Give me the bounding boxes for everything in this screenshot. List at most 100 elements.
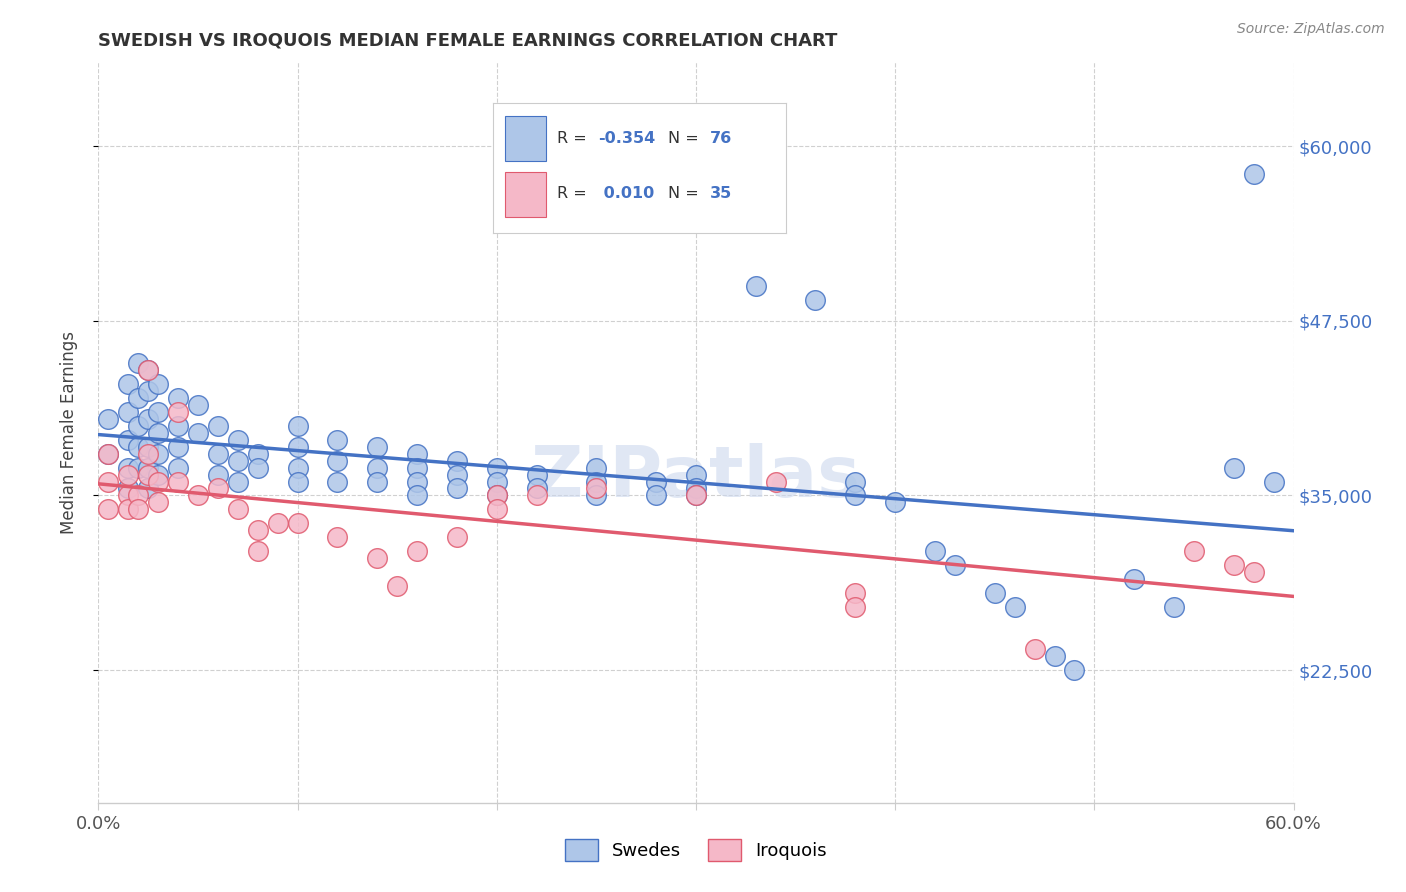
Point [127, 418, 149, 433]
Point [844, 600, 866, 615]
Point [127, 356, 149, 370]
Point [585, 475, 607, 489]
Point [1063, 663, 1085, 677]
Point [287, 475, 309, 489]
Text: SWEDISH VS IROQUOIS MEDIAN FEMALE EARNINGS CORRELATION CHART: SWEDISH VS IROQUOIS MEDIAN FEMALE EARNIN… [98, 32, 838, 50]
Point [1182, 544, 1205, 558]
Text: ZIPatlas: ZIPatlas [531, 442, 860, 511]
Point [1243, 167, 1265, 181]
Point [187, 425, 209, 440]
Point [167, 418, 190, 433]
Point [924, 544, 946, 558]
Point [765, 475, 787, 489]
Point [117, 460, 139, 475]
Point [745, 279, 768, 293]
Point [645, 488, 668, 502]
Point [446, 482, 468, 496]
Point [117, 488, 139, 502]
Point [406, 460, 429, 475]
Point [326, 433, 349, 447]
Point [246, 460, 269, 475]
Point [207, 482, 229, 496]
Y-axis label: Median Female Earnings: Median Female Earnings [59, 331, 77, 534]
Point [1004, 600, 1026, 615]
Point [326, 453, 349, 467]
Point [287, 460, 309, 475]
Point [326, 475, 349, 489]
Point [207, 446, 229, 460]
Point [127, 488, 149, 502]
Point [127, 460, 149, 475]
Point [246, 524, 269, 538]
Point [246, 446, 269, 460]
Point [844, 475, 866, 489]
Point [136, 467, 159, 482]
Point [526, 467, 548, 482]
Point [326, 530, 349, 544]
Point [685, 488, 707, 502]
Point [148, 425, 170, 440]
Point [136, 446, 159, 460]
Point [1123, 572, 1146, 586]
Point [136, 363, 159, 377]
Point [685, 467, 707, 482]
Point [127, 391, 149, 405]
Point [1163, 600, 1185, 615]
Point [585, 460, 607, 475]
Point [1243, 566, 1265, 580]
Point [406, 544, 429, 558]
Point [117, 433, 139, 447]
Point [943, 558, 966, 573]
Point [685, 488, 707, 502]
Point [97, 502, 120, 516]
Point [526, 488, 548, 502]
Point [366, 551, 388, 566]
Point [526, 482, 548, 496]
Point [366, 440, 388, 454]
Point [446, 453, 468, 467]
Point [485, 460, 508, 475]
Point [226, 475, 249, 489]
Point [366, 475, 388, 489]
Point [446, 467, 468, 482]
Point [117, 482, 139, 496]
Point [406, 488, 429, 502]
Point [1223, 460, 1246, 475]
Point [148, 446, 170, 460]
Point [485, 502, 508, 516]
Point [1263, 475, 1285, 489]
Point [148, 495, 170, 509]
Point [97, 446, 120, 460]
Point [485, 475, 508, 489]
Point [226, 433, 249, 447]
Point [366, 460, 388, 475]
Point [207, 467, 229, 482]
Point [267, 516, 290, 531]
Point [136, 411, 159, 425]
Point [1223, 558, 1246, 573]
Point [127, 502, 149, 516]
Point [844, 488, 866, 502]
Point [127, 440, 149, 454]
Point [1043, 649, 1066, 664]
Point [167, 391, 190, 405]
Point [148, 376, 170, 391]
Point [167, 460, 190, 475]
Point [207, 418, 229, 433]
Point [984, 586, 1007, 600]
Point [585, 488, 607, 502]
Point [97, 475, 120, 489]
Point [117, 405, 139, 419]
Point [97, 446, 120, 460]
Point [187, 398, 209, 412]
Point [645, 475, 668, 489]
Point [485, 488, 508, 502]
Point [446, 530, 468, 544]
Point [187, 488, 209, 502]
Point [117, 502, 139, 516]
Point [287, 440, 309, 454]
Point [97, 411, 120, 425]
Point [406, 475, 429, 489]
Point [844, 586, 866, 600]
Legend: Swedes, Iroquois: Swedes, Iroquois [558, 831, 834, 868]
